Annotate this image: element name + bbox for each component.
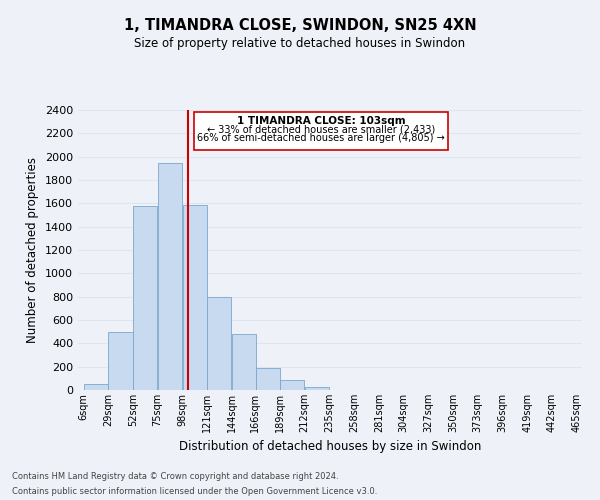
Bar bbox=[158, 162, 182, 390]
Bar bbox=[256, 368, 280, 390]
Text: ← 33% of detached houses are smaller (2,433): ← 33% of detached houses are smaller (2,… bbox=[207, 124, 435, 134]
Bar bbox=[83, 384, 108, 390]
Text: 66% of semi-detached houses are larger (4,805) →: 66% of semi-detached houses are larger (… bbox=[197, 132, 445, 143]
Text: Contains public sector information licensed under the Open Government Licence v3: Contains public sector information licen… bbox=[12, 487, 377, 496]
Text: Size of property relative to detached houses in Swindon: Size of property relative to detached ho… bbox=[134, 38, 466, 51]
Bar bbox=[280, 380, 304, 390]
Bar bbox=[182, 204, 206, 390]
Bar bbox=[133, 206, 157, 390]
Text: Contains HM Land Registry data © Crown copyright and database right 2024.: Contains HM Land Registry data © Crown c… bbox=[12, 472, 338, 481]
FancyBboxPatch shape bbox=[194, 112, 448, 150]
Bar bbox=[109, 332, 133, 390]
Bar bbox=[207, 296, 232, 390]
Text: 1 TIMANDRA CLOSE: 103sqm: 1 TIMANDRA CLOSE: 103sqm bbox=[236, 116, 405, 126]
Text: 1, TIMANDRA CLOSE, SWINDON, SN25 4XN: 1, TIMANDRA CLOSE, SWINDON, SN25 4XN bbox=[124, 18, 476, 32]
Bar bbox=[305, 386, 329, 390]
Y-axis label: Number of detached properties: Number of detached properties bbox=[26, 157, 40, 343]
Bar bbox=[232, 334, 256, 390]
X-axis label: Distribution of detached houses by size in Swindon: Distribution of detached houses by size … bbox=[179, 440, 481, 454]
